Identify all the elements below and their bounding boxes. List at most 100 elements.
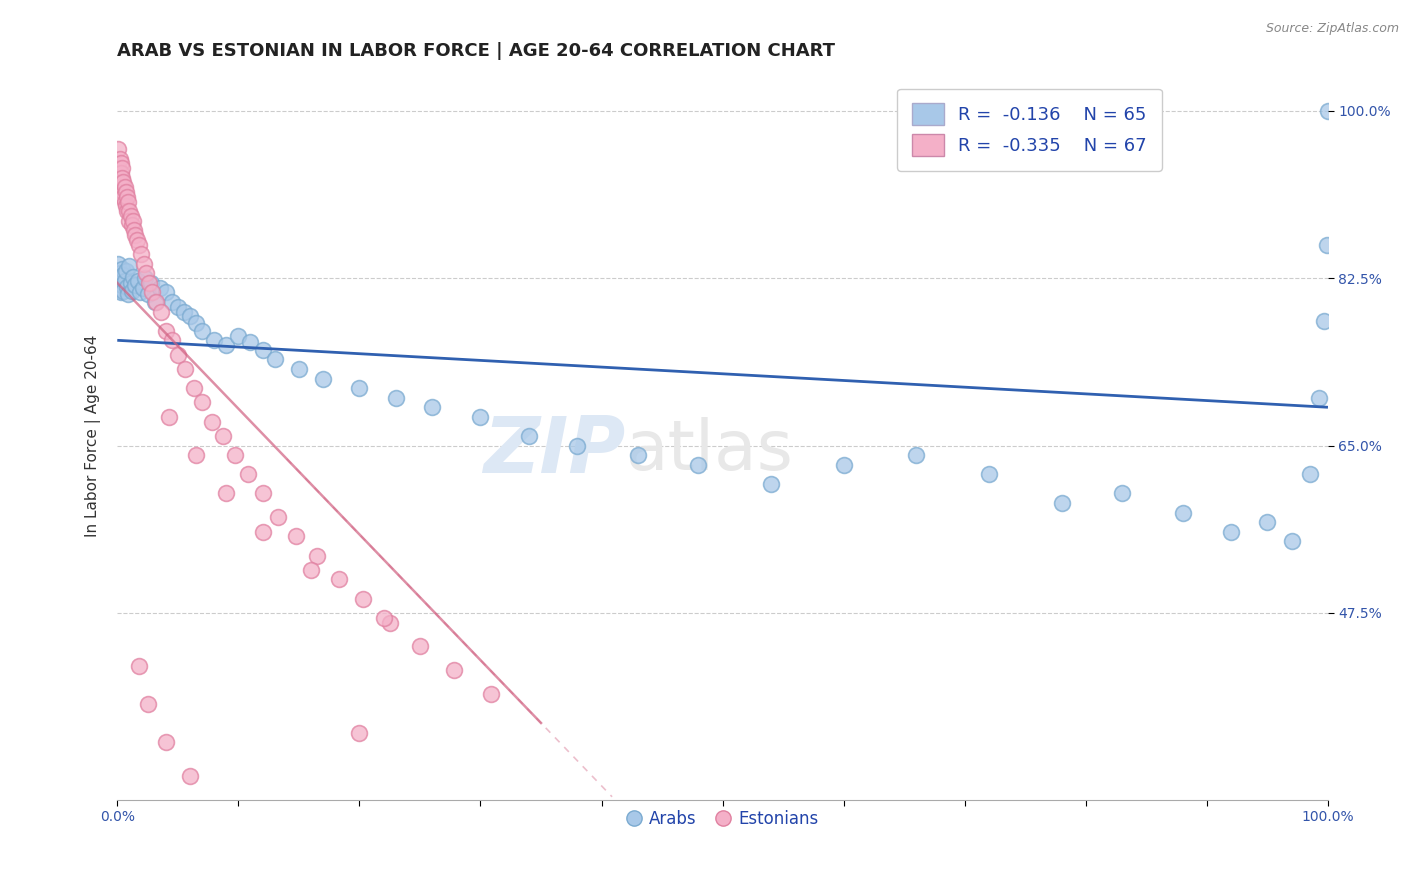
Point bbox=[141, 285, 163, 300]
Point bbox=[114, 194, 136, 209]
Point bbox=[141, 276, 163, 290]
Point bbox=[184, 448, 207, 462]
Point bbox=[228, 328, 250, 343]
Point bbox=[1281, 534, 1303, 549]
Point bbox=[118, 259, 141, 273]
Point bbox=[1111, 486, 1133, 500]
Point bbox=[111, 261, 134, 276]
Point bbox=[305, 549, 328, 563]
Point bbox=[202, 334, 225, 348]
Point bbox=[110, 176, 132, 190]
Text: ARAB VS ESTONIAN IN LABOR FORCE | AGE 20-64 CORRELATION CHART: ARAB VS ESTONIAN IN LABOR FORCE | AGE 20… bbox=[117, 42, 835, 60]
Point bbox=[252, 524, 274, 539]
Point bbox=[263, 352, 285, 367]
Point bbox=[127, 274, 149, 288]
Point bbox=[191, 395, 214, 409]
Point bbox=[135, 266, 157, 280]
Point bbox=[1256, 515, 1278, 529]
Point bbox=[688, 458, 710, 472]
Point bbox=[1313, 314, 1336, 328]
Point bbox=[115, 279, 138, 293]
Point bbox=[132, 257, 155, 271]
Point bbox=[378, 615, 401, 630]
Point bbox=[114, 264, 136, 278]
Point bbox=[252, 486, 274, 500]
Point bbox=[1299, 467, 1322, 482]
Point bbox=[384, 391, 406, 405]
Point bbox=[134, 271, 156, 285]
Point bbox=[373, 611, 395, 625]
Point bbox=[184, 316, 207, 330]
Point bbox=[129, 285, 152, 300]
Point bbox=[115, 190, 138, 204]
Point bbox=[236, 467, 259, 482]
Point bbox=[138, 276, 160, 290]
Point bbox=[112, 284, 135, 298]
Point bbox=[479, 687, 502, 701]
Point bbox=[111, 170, 134, 185]
Point bbox=[179, 769, 201, 783]
Point bbox=[1308, 391, 1330, 405]
Point bbox=[120, 276, 142, 290]
Point bbox=[312, 371, 335, 385]
Point bbox=[112, 185, 135, 199]
Point bbox=[215, 338, 238, 352]
Point bbox=[114, 274, 136, 288]
Point bbox=[110, 156, 132, 170]
Point bbox=[420, 401, 443, 415]
Point bbox=[905, 448, 928, 462]
Point bbox=[108, 170, 131, 185]
Point bbox=[191, 324, 214, 338]
Point bbox=[108, 266, 131, 280]
Text: Source: ZipAtlas.com: Source: ZipAtlas.com bbox=[1265, 22, 1399, 36]
Point bbox=[121, 219, 143, 233]
Point bbox=[145, 295, 167, 310]
Point bbox=[299, 563, 322, 577]
Point bbox=[1171, 506, 1194, 520]
Point bbox=[977, 467, 1000, 482]
Point bbox=[567, 438, 589, 452]
Point bbox=[114, 199, 136, 213]
Point bbox=[121, 284, 143, 298]
Point bbox=[114, 180, 136, 194]
Point bbox=[288, 362, 311, 376]
Point bbox=[131, 281, 153, 295]
Point bbox=[470, 409, 492, 424]
Point bbox=[627, 448, 650, 462]
Point bbox=[122, 223, 145, 237]
Point bbox=[215, 486, 238, 500]
Point bbox=[111, 180, 134, 194]
Point bbox=[112, 190, 135, 204]
Point bbox=[832, 458, 855, 472]
Point bbox=[149, 304, 172, 318]
Point bbox=[114, 185, 136, 199]
Point bbox=[443, 664, 465, 678]
Point bbox=[174, 362, 197, 376]
Point bbox=[115, 204, 138, 219]
Point bbox=[110, 166, 132, 180]
Point bbox=[125, 233, 148, 247]
Point bbox=[111, 161, 134, 175]
Point bbox=[157, 409, 180, 424]
Point bbox=[111, 277, 134, 292]
Point bbox=[1050, 496, 1073, 510]
Point bbox=[117, 194, 139, 209]
Point bbox=[517, 429, 540, 443]
Point bbox=[160, 334, 183, 348]
Point bbox=[224, 448, 246, 462]
Point bbox=[349, 381, 371, 395]
Point bbox=[183, 381, 205, 395]
Point bbox=[155, 285, 177, 300]
Point bbox=[155, 735, 177, 749]
Point bbox=[107, 257, 129, 271]
Point bbox=[149, 281, 172, 295]
Point bbox=[107, 142, 129, 156]
Point bbox=[160, 295, 183, 310]
Point bbox=[122, 213, 145, 227]
Point bbox=[124, 228, 146, 243]
Point bbox=[166, 348, 188, 362]
Point bbox=[352, 591, 374, 606]
Point bbox=[155, 324, 177, 338]
Point bbox=[239, 335, 262, 350]
Point bbox=[112, 176, 135, 190]
